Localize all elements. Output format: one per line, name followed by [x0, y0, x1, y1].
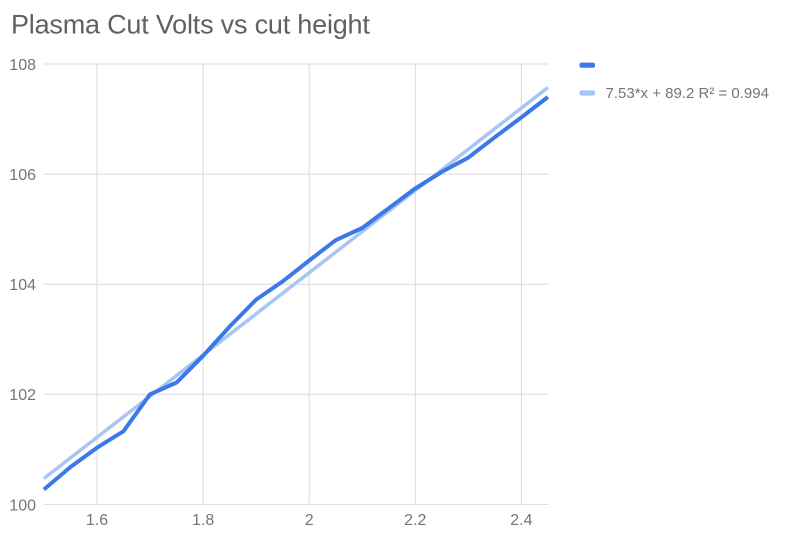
svg-text:104: 104	[9, 277, 36, 294]
svg-text:108: 108	[9, 57, 36, 74]
svg-text:102: 102	[9, 387, 36, 404]
svg-text:106: 106	[9, 167, 36, 184]
svg-text:2: 2	[305, 512, 314, 529]
svg-text:1.6: 1.6	[86, 512, 108, 529]
svg-text:7.53*x + 89.2 R² = 0.994: 7.53*x + 89.2 R² = 0.994	[606, 85, 769, 102]
svg-text:2.2: 2.2	[404, 512, 426, 529]
svg-text:Plasma Cut Volts vs cut height: Plasma Cut Volts vs cut height	[11, 9, 370, 39]
svg-text:2.4: 2.4	[510, 512, 532, 529]
svg-text:1.8: 1.8	[192, 512, 214, 529]
svg-text:100: 100	[9, 497, 36, 514]
